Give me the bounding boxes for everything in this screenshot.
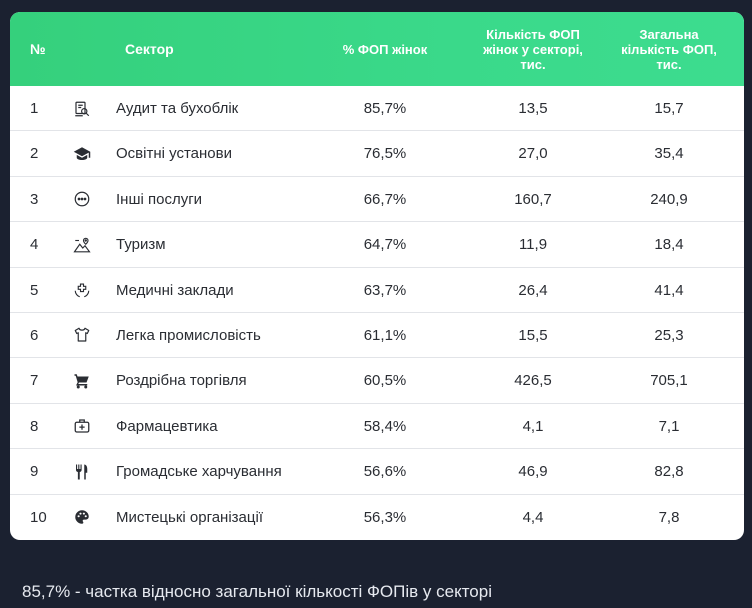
table-row: 5 Медичні заклади 63,7% 26,4 41,4 (10, 268, 744, 313)
medical-hands-icon (72, 268, 92, 313)
header-women-count: Кількість ФОП жінок у секторі, тис. (483, 26, 583, 72)
table-row: 6 Легка промисловість 61,1% 15,5 25,3 (10, 313, 744, 359)
row-women-count: 4,1 (522, 417, 544, 435)
row-women-count: 27,0 (518, 145, 548, 163)
table-header: № Сектор % ФОП жінок Кількість ФОП жінок… (10, 12, 744, 86)
medical-kit-icon (72, 404, 92, 449)
row-women-count: 13,5 (518, 100, 548, 117)
travel-mountain-icon (72, 222, 92, 267)
row-total-count: 7,1 (658, 417, 680, 435)
row-number: 7 (30, 372, 39, 390)
data-table-card: № Сектор % ФОП жінок Кількість ФОП жінок… (10, 12, 744, 540)
row-sector: Громадське харчування (116, 463, 282, 481)
row-sector: Мистецькі організації (116, 508, 263, 526)
row-women-count: 46,9 (518, 463, 548, 481)
row-total-count: 41,4 (654, 281, 684, 299)
graduation-cap-icon (72, 131, 92, 176)
header-number: № (30, 40, 46, 57)
row-percent-women: 63,7% (363, 281, 407, 299)
row-sector: Легка промисловість (116, 326, 261, 344)
row-sector: Фармацевтика (116, 417, 218, 435)
row-total-count: 82,8 (654, 463, 684, 481)
row-percent-women: 58,4% (363, 417, 407, 435)
row-number: 4 (30, 236, 39, 254)
row-percent-women: 56,6% (363, 463, 407, 481)
header-total-count: Загальна кількість ФОП, тис. (621, 26, 717, 72)
table-row: 1 Аудит та бухоблік 85,7% 13,5 15,7 (10, 86, 744, 132)
row-number: 1 (30, 100, 39, 117)
row-percent-women: 61,1% (363, 326, 407, 344)
row-total-count: 705,1 (650, 372, 688, 390)
row-number: 9 (30, 463, 39, 481)
table-row: 7 Роздрібна торгівля 60,5% 426,5 705,1 (10, 358, 744, 404)
footnote: 85,7% - частка відносно загальної кілько… (22, 582, 492, 601)
table-row: 10 Мистецькі організації 56,3% 4,4 7,8 (10, 495, 744, 540)
table-row: 4 Туризм 64,7% 11,9 18,4 (10, 222, 744, 268)
row-percent-women: 56,3% (363, 508, 407, 526)
row-percent-women: 76,5% (363, 145, 407, 163)
tshirt-icon (72, 313, 92, 358)
row-women-count: 426,5 (514, 372, 552, 390)
table-body: 1 Аудит та бухоблік 85,7% 13,5 15,7 2 Освітні … (10, 86, 744, 540)
row-percent-women: 66,7% (363, 190, 407, 208)
table-row: 9 Громадське харчування 56,6% 46,9 82,8 (10, 449, 744, 495)
shopping-cart-icon (72, 358, 92, 403)
palette-icon (72, 495, 92, 540)
row-percent-women: 64,7% (363, 236, 407, 254)
row-total-count: 25,3 (654, 326, 684, 344)
row-total-count: 18,4 (654, 236, 684, 254)
row-women-count: 4,4 (522, 508, 544, 526)
row-percent-women: 85,7% (363, 100, 407, 117)
table-row: 3 Інші послуги 66,7% 160,7 240,9 (10, 177, 744, 223)
row-number: 3 (30, 190, 39, 208)
row-sector: Роздрібна торгівля (116, 372, 247, 390)
fork-knife-icon (72, 449, 92, 494)
row-number: 10 (30, 508, 47, 526)
row-total-count: 7,8 (658, 508, 680, 526)
table-row: 8 Фармацевтика 58,4% 4,1 7,1 (10, 404, 744, 450)
row-number: 8 (30, 417, 39, 435)
row-number: 2 (30, 145, 39, 163)
row-women-count: 15,5 (518, 326, 548, 344)
row-percent-women: 60,5% (363, 372, 407, 390)
more-circle-icon (72, 177, 92, 222)
row-total-count: 240,9 (650, 190, 688, 208)
audit-icon (72, 86, 92, 131)
row-women-count: 160,7 (514, 190, 552, 208)
header-percent-women: % ФОП жінок (342, 41, 428, 57)
header-sector: Сектор (125, 40, 174, 57)
row-sector: Медичні заклади (116, 281, 234, 299)
row-women-count: 26,4 (518, 281, 548, 299)
row-sector: Аудит та бухоблік (116, 100, 239, 117)
row-total-count: 35,4 (654, 145, 684, 163)
row-total-count: 15,7 (654, 100, 684, 117)
table-row: 2 Освітні установи 76,5% 27,0 35,4 (10, 131, 744, 177)
row-sector: Освітні установи (116, 145, 232, 163)
row-women-count: 11,9 (518, 236, 548, 254)
row-sector: Інші послуги (116, 190, 203, 208)
row-number: 5 (30, 281, 39, 299)
row-number: 6 (30, 326, 39, 344)
row-sector: Туризм (116, 236, 166, 254)
